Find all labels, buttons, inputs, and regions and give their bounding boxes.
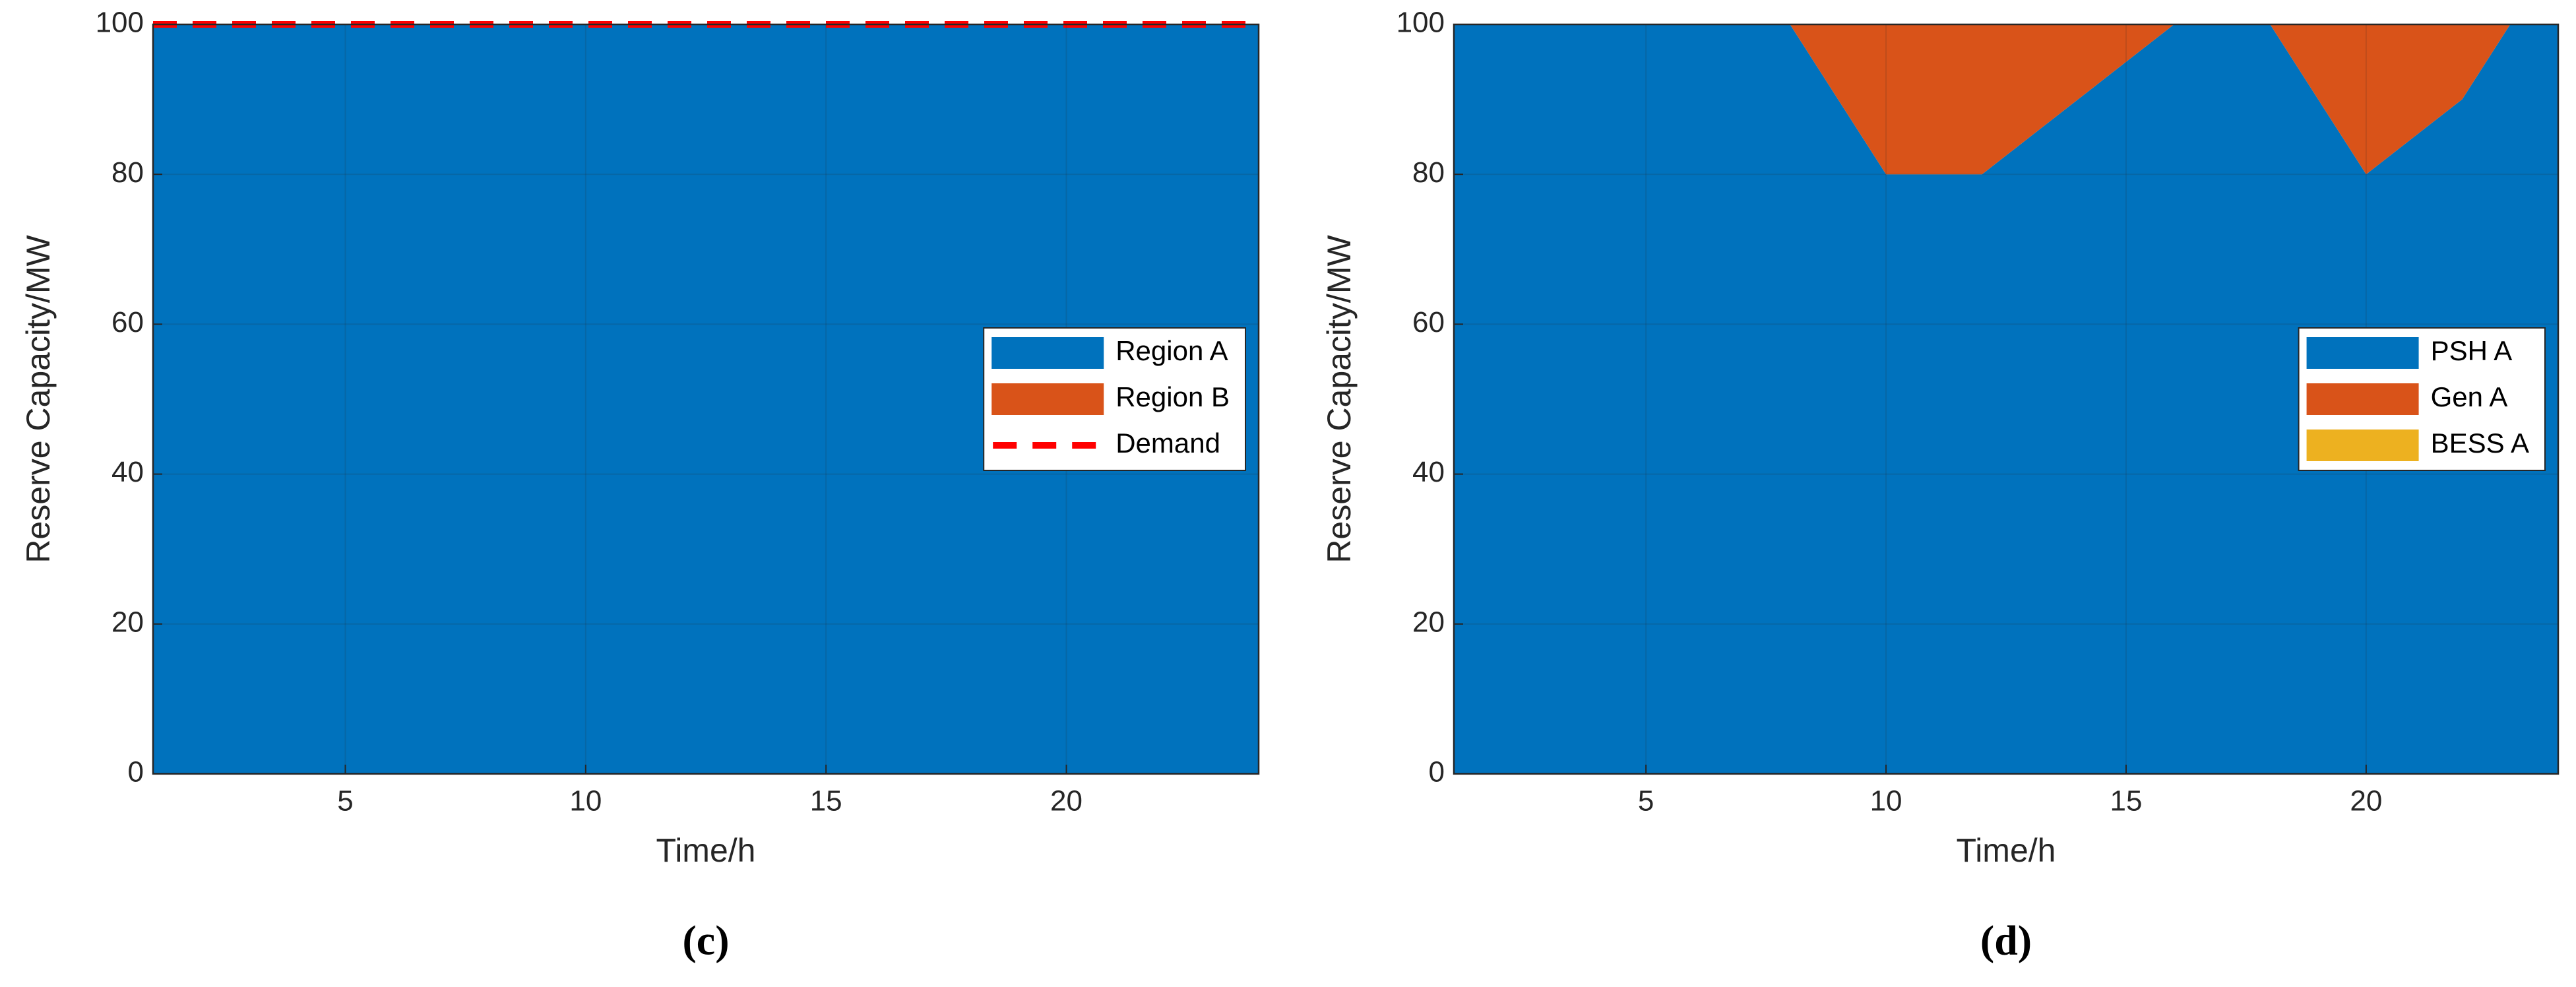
legend-swatch [991,383,1104,415]
legend-swatch [2306,430,2419,461]
y-tick-label: 20 [1412,606,1445,638]
x-tick-label: 5 [337,785,353,817]
legend-label: Gen A [2431,381,2508,412]
legend-swatch [2306,383,2419,415]
x-tick-label: 15 [2110,785,2142,817]
y-tick-label: 80 [1412,156,1445,189]
legend-label: Region A [1115,335,1228,366]
area [1454,24,2558,774]
y-tick-label: 40 [1412,456,1445,488]
area [153,24,1259,774]
x-tick-label: 10 [1870,785,1902,817]
y-tick-label: 0 [1429,756,1445,788]
y-tick-label: 40 [111,456,144,488]
y-axis-label: Reserve Capacity/MW [20,235,57,563]
y-tick-label: 20 [111,606,144,638]
y-tick-label: 100 [1397,7,1445,39]
axes-box [1453,23,2560,775]
y-tick-label: 60 [111,306,144,338]
x-tick-label: 10 [569,785,602,817]
legend-label: Region B [1115,381,1230,412]
caption: (d) [1980,917,2032,964]
x-tick-label: 5 [1638,785,1654,817]
y-tick-label: 80 [111,156,144,189]
area [1454,24,2558,175]
caption: (c) [682,917,729,964]
x-tick-label: 20 [1050,785,1083,817]
y-tick-label: 0 [128,756,144,788]
x-tick-label: 20 [2350,785,2382,817]
chart-panel: 0 20 40 60 80 100 5 10 15 20 Time/h Reserve Capacit… [20,7,1260,964]
legend-label: BESS A [2431,428,2529,459]
axes-box [152,23,1260,775]
x-axis-label: Time/h [656,832,756,869]
legend-swatch [2306,337,2419,369]
legend-label: PSH A [2431,335,2513,366]
y-tick-label: 100 [96,7,144,39]
legend: PSH A Gen A BESS A [2298,327,2546,471]
legend-label: Demand [1115,428,1220,459]
legend-swatch [991,337,1104,369]
y-tick-label: 60 [1412,306,1445,338]
legend: Region A Region B Demand [983,327,1246,471]
x-axis-label: Time/h [1957,832,2056,869]
chart-panel: 0 20 40 60 80 100 5 10 15 20 Time/h Reserve Capacit… [1321,7,2560,964]
y-axis-label: Reserve Capacity/MW [1321,235,1358,563]
x-tick-label: 15 [810,785,842,817]
